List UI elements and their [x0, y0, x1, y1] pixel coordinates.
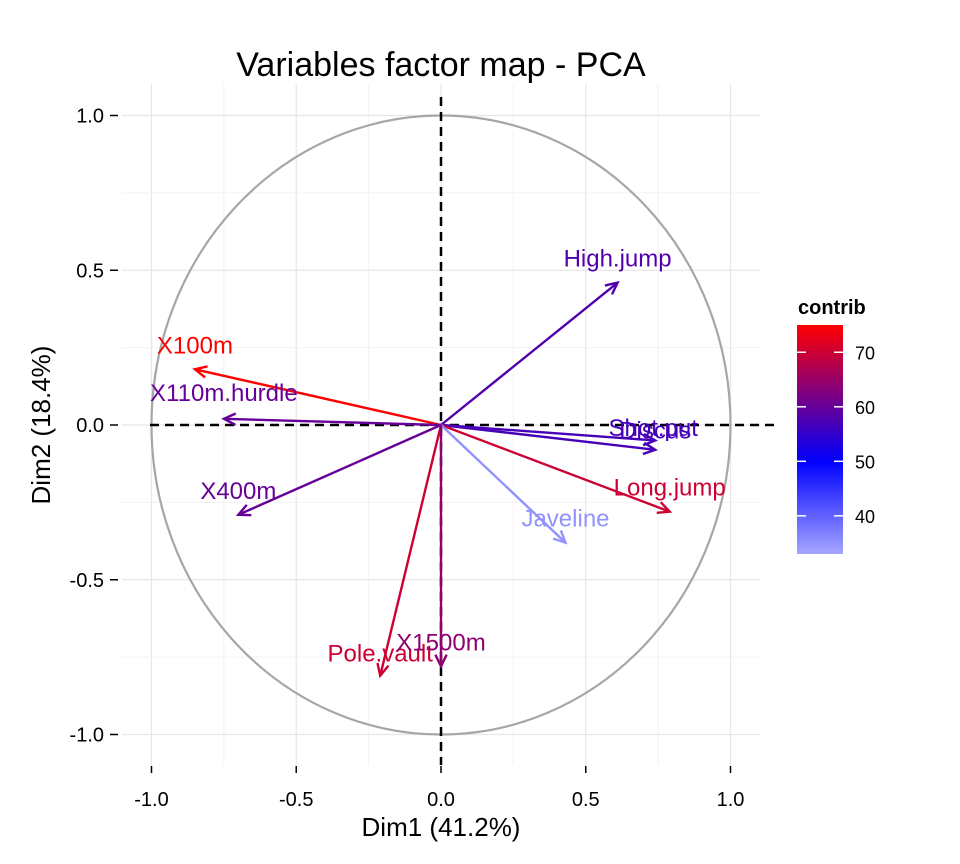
- arrow-head-pole-vault: [376, 662, 390, 679]
- arrow-head-shot-put: [642, 441, 658, 456]
- arrow-head-x400m: [235, 504, 252, 517]
- variable-arrow-javeline: [440, 424, 567, 544]
- legend: contrib 70 60 50 40: [797, 297, 875, 554]
- arrow-head-javeline: [552, 530, 568, 545]
- legend-tick-label: 50: [855, 452, 875, 472]
- variable-label-pole-vault: Pole.vault: [328, 641, 434, 668]
- variable-arrow-x110m-hurdle: [223, 417, 442, 427]
- variable-label-long-jump: Long.jump: [614, 475, 726, 502]
- variable-arrow-x400m: [237, 423, 442, 516]
- legend-tick-label: 40: [855, 507, 875, 527]
- chart-title: Variables factor map - PCA: [236, 46, 646, 84]
- legend-tick-label: 60: [855, 398, 875, 418]
- variable-arrow-shot-put: [440, 423, 656, 451]
- variable-label-x1500m: X1500m: [396, 629, 485, 656]
- x-axis-title: Dim1 (41.2%): [362, 812, 521, 842]
- variable-arrow-discus: [440, 423, 656, 442]
- variable-label-x110m-hurdle: X110m.hurdle: [150, 380, 298, 407]
- variable-labels: X100m X110m.hurdle X400m High.jump DiscusSho…: [150, 246, 726, 668]
- arrow-head-x110m-hurdle: [221, 412, 237, 426]
- variable-label-discus: Discus: [619, 417, 691, 444]
- y-tick-label: -1.0: [70, 725, 104, 747]
- legend-title: contrib: [798, 297, 866, 319]
- y-tick-label: 0.5: [76, 260, 104, 282]
- variable-arrow-pole-vault: [379, 424, 443, 676]
- variable-label-x100m: X100m: [157, 332, 233, 359]
- y-tick-label: -0.5: [70, 570, 104, 592]
- arrow-head-high-jump: [604, 280, 620, 295]
- variable-arrows: [192, 280, 673, 679]
- y-tick-label: 0.0: [76, 415, 104, 437]
- arrow-head-x1500m: [434, 654, 448, 670]
- variable-arrow-x100m: [194, 368, 442, 427]
- x-tick-label: 1.0: [717, 789, 745, 811]
- y-axis-title: Dim2 (18.4%): [26, 346, 56, 505]
- x-tick-label: -0.5: [279, 789, 313, 811]
- arrow-head-long-jump: [656, 501, 673, 514]
- variable-label-javeline: Javeline: [521, 506, 609, 533]
- variable-label-high-jump: High.jump: [564, 246, 672, 273]
- variable-arrow-long-jump: [440, 423, 671, 513]
- variable-arrow-high-jump: [440, 281, 619, 426]
- legend-tick-label: 70: [855, 343, 875, 363]
- arrow-head-x100m: [192, 365, 208, 379]
- legend-color-bar: [797, 325, 843, 554]
- variable-label-x400m: X400m: [200, 478, 276, 505]
- y-tick-label: 1.0: [76, 106, 104, 128]
- axes: -1.0 -0.5 0.0 0.5 1.0 -1.0 -0.5 0.0 0.5 1.0: [70, 97, 778, 811]
- x-tick-label: 0.5: [572, 789, 600, 811]
- x-tick-label: -1.0: [134, 789, 168, 811]
- x-tick-label: 0.0: [427, 789, 455, 811]
- variable-label-shot-put: Shot.put: [609, 415, 699, 442]
